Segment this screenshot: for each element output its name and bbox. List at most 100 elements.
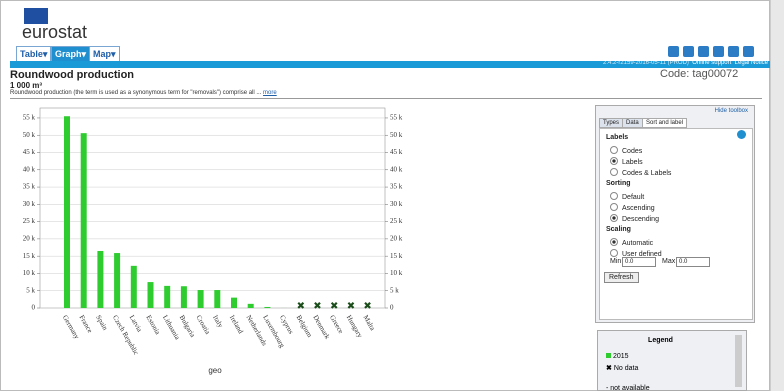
legend-entry: 2015 xyxy=(606,353,629,360)
plot-frame xyxy=(40,108,385,308)
no-data-mark: ✖ xyxy=(297,301,305,312)
y2-tick-label: 15 k xyxy=(390,252,403,260)
tool-icon[interactable] xyxy=(683,46,694,57)
more-link[interactable]: more xyxy=(263,90,277,96)
y-tick-label: 10 k xyxy=(23,269,36,277)
toolbox-tab[interactable]: Types xyxy=(599,118,623,128)
bar xyxy=(97,251,103,308)
section-title: Scaling xyxy=(606,226,631,233)
radio[interactable]: Default xyxy=(610,192,644,201)
y2-tick-label: 45 k xyxy=(390,148,403,156)
y-tick-label: 15 k xyxy=(23,252,36,260)
y-tick-label: 40 k xyxy=(23,165,36,173)
max-input[interactable]: 0.0 xyxy=(676,257,710,267)
x-tick-label: Ireland xyxy=(228,314,245,336)
bar xyxy=(214,290,220,308)
legend-label: No data xyxy=(614,365,639,372)
section-title: Labels xyxy=(606,134,628,141)
bar xyxy=(248,304,254,308)
bar xyxy=(148,282,154,308)
legend-title: Legend xyxy=(598,337,723,344)
no-data-mark: ✖ xyxy=(363,301,371,312)
bar xyxy=(64,116,70,308)
bar xyxy=(264,307,270,308)
dataset-code: Code: tag00072 xyxy=(660,68,738,80)
y-tick-label: 55 k xyxy=(23,114,36,122)
x-tick-label: Spain xyxy=(94,314,109,332)
x-tick-label: Cyprus xyxy=(278,314,295,336)
bar xyxy=(164,286,170,308)
legend-label: 2015 xyxy=(613,353,629,360)
max-label: Max xyxy=(662,258,675,265)
no-data-mark: ✖ xyxy=(330,301,338,312)
bar xyxy=(181,286,187,308)
description-text: Roundwood production (the term is used a… xyxy=(10,90,261,96)
scrollbar[interactable] xyxy=(770,0,784,391)
y2-tick-label: 30 k xyxy=(390,200,403,208)
tool-icon[interactable] xyxy=(713,46,724,57)
radio[interactable]: Codes xyxy=(610,146,642,155)
bar xyxy=(114,253,120,308)
tab[interactable]: Graph xyxy=(51,46,90,62)
link[interactable]: Online support xyxy=(692,60,731,66)
link[interactable]: Legal Notice xyxy=(735,60,768,66)
y2-tick-label: 0 xyxy=(390,304,394,312)
x-tick-label: Latvia xyxy=(128,314,144,334)
no-data-mark: ✖ xyxy=(347,301,355,312)
hide-toolbox[interactable]: Hide toolbox xyxy=(715,108,748,114)
radio[interactable]: Automatic xyxy=(610,238,653,247)
legend-scrollbar[interactable] xyxy=(735,335,742,387)
x-tick-label: Malta xyxy=(361,314,377,333)
toolbox-tab[interactable]: Sort and label xyxy=(642,118,687,128)
dataset-description: Roundwood production (the term is used a… xyxy=(10,90,277,96)
dataset-unit: 1 000 m³ xyxy=(10,81,42,90)
legend-swatch xyxy=(606,353,611,358)
bar xyxy=(131,266,137,308)
legend-entry: ✖No data xyxy=(606,364,638,372)
x-tick-label: Belgium xyxy=(295,314,314,339)
y-tick-label: 45 k xyxy=(23,148,36,156)
tool-icon[interactable] xyxy=(728,46,739,57)
y-tick-label: 5 k xyxy=(26,286,35,294)
y2-tick-label: 10 k xyxy=(390,269,403,277)
min-label: Min xyxy=(610,258,621,265)
tab[interactable]: Map xyxy=(89,46,120,62)
tab[interactable]: Table xyxy=(16,46,51,62)
help-icon[interactable] xyxy=(737,130,746,139)
y2-tick-label: 55 k xyxy=(390,114,403,122)
tool-icon[interactable] xyxy=(743,46,754,57)
radio[interactable]: Labels xyxy=(610,157,643,166)
y2-tick-label: 35 k xyxy=(390,183,403,191)
tool-icon[interactable] xyxy=(668,46,679,57)
x-tick-label: France xyxy=(78,314,94,334)
toolbox: Hide toolbox Types Data Sort and label L… xyxy=(595,105,755,323)
brand: eurostat xyxy=(22,22,87,43)
x-tick-label: Hungary xyxy=(345,314,364,340)
bar xyxy=(198,290,204,308)
x-tick-label: Estonia xyxy=(144,314,162,337)
refresh-button[interactable]: Refresh xyxy=(604,272,639,283)
y2-tick-label: 5 k xyxy=(390,286,399,294)
radio[interactable]: Descending xyxy=(610,214,659,223)
y2-tick-label: 50 k xyxy=(390,131,403,139)
divider xyxy=(10,98,762,99)
x-tick-label: Greece xyxy=(328,314,345,335)
version-line: 2.4.2-r2159-2016-05-11 (PROD) Online sup… xyxy=(603,60,768,66)
y-tick-label: 20 k xyxy=(23,235,36,243)
radio[interactable]: Ascending xyxy=(610,203,655,212)
radio[interactable]: Codes & Labels xyxy=(610,168,671,177)
no-data-mark: ✖ xyxy=(313,301,321,312)
bar xyxy=(81,133,87,308)
tool-icon[interactable] xyxy=(698,46,709,57)
x-tick-label: Croatia xyxy=(194,314,212,337)
section-title: Sorting xyxy=(606,180,631,187)
y-tick-label: 35 k xyxy=(23,183,36,191)
dataset-title: Roundwood production xyxy=(10,69,134,81)
min-input[interactable]: 0.0 xyxy=(622,257,656,267)
version: 2.4.2-r2159-2016-05-11 (PROD) xyxy=(603,60,689,66)
y2-tick-label: 40 k xyxy=(390,165,403,173)
bar xyxy=(231,298,237,308)
legend-panel: Legend 2015 ✖No data - not available xyxy=(597,330,747,391)
toolbox-tab[interactable]: Data xyxy=(622,118,643,128)
